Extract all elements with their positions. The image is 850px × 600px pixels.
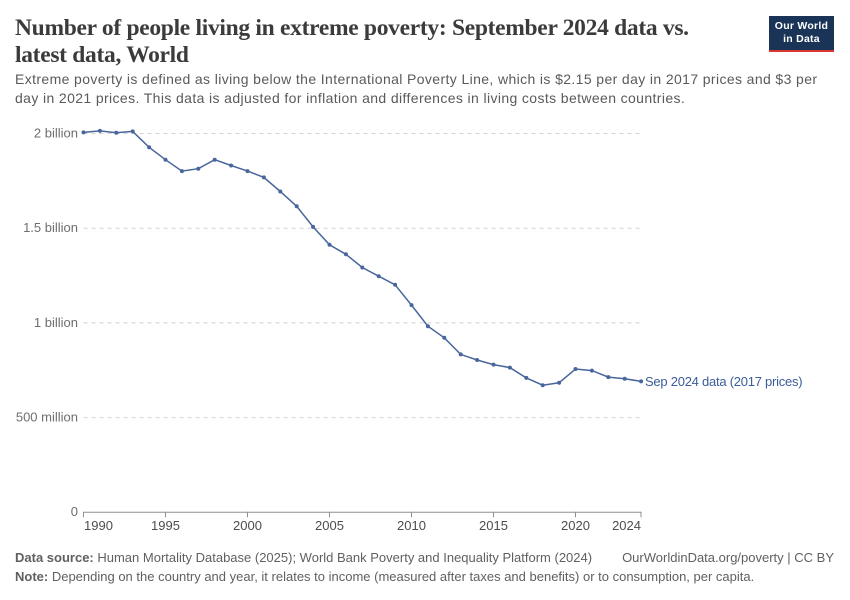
svg-text:0: 0 xyxy=(71,504,78,519)
svg-text:2000: 2000 xyxy=(233,518,262,533)
svg-text:500 million: 500 million xyxy=(16,410,78,425)
svg-text:1990: 1990 xyxy=(84,518,113,533)
svg-text:2024: 2024 xyxy=(612,518,641,533)
svg-text:2 billion: 2 billion xyxy=(34,126,78,141)
svg-text:2015: 2015 xyxy=(479,518,508,533)
svg-text:2010: 2010 xyxy=(397,518,426,533)
svg-text:1 billion: 1 billion xyxy=(34,315,78,330)
svg-text:2005: 2005 xyxy=(315,518,344,533)
svg-text:2020: 2020 xyxy=(561,518,590,533)
svg-text:Sep 2024 data (2017 prices): Sep 2024 data (2017 prices) xyxy=(645,374,802,389)
svg-text:1.5 billion: 1.5 billion xyxy=(23,220,78,235)
svg-text:1995: 1995 xyxy=(151,518,180,533)
